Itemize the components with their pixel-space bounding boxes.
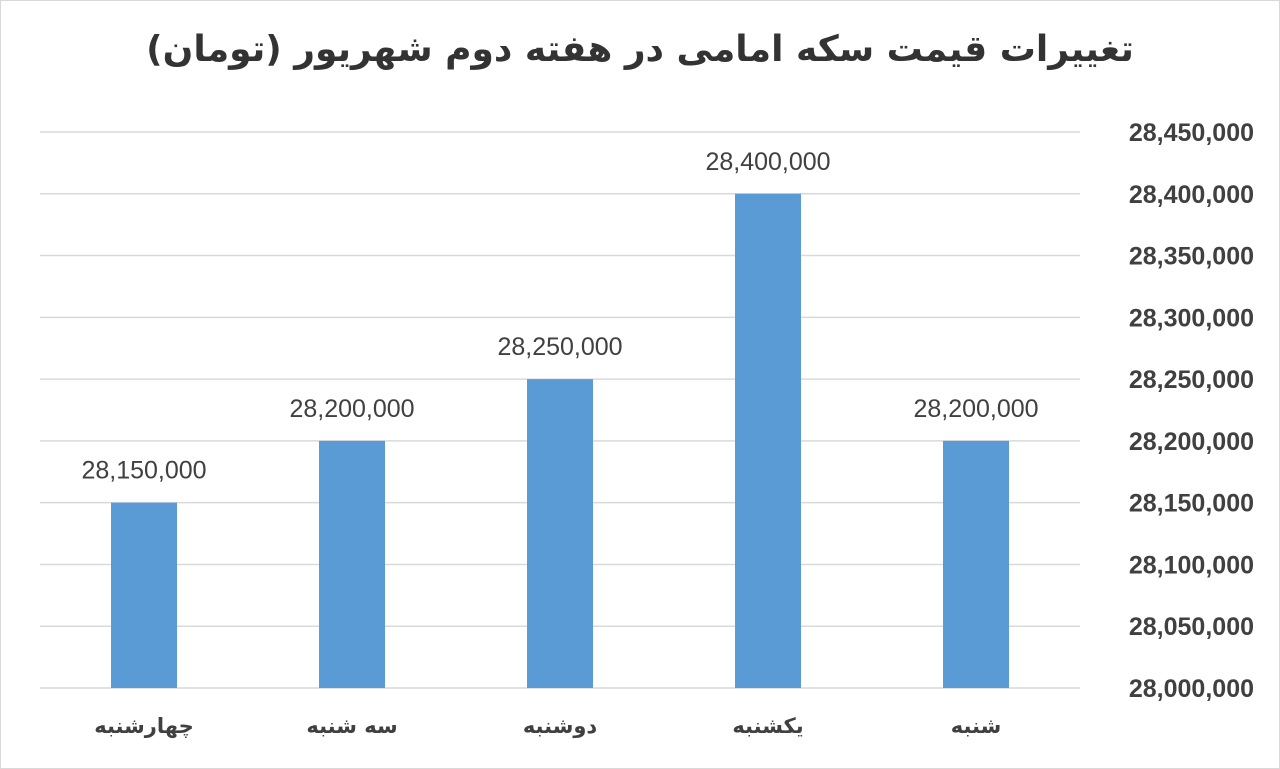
- y-tick-label: 28,050,000: [1129, 613, 1254, 641]
- y-tick-label: 28,250,000: [1129, 366, 1254, 394]
- bar: [943, 440, 1009, 688]
- x-category-label: چهارشنبه: [94, 714, 194, 738]
- y-tick-label: 28,400,000: [1129, 181, 1254, 209]
- data-label: 28,200,000: [913, 395, 1038, 423]
- x-category-label: شنبه: [951, 714, 1002, 738]
- x-category-label: سه شنبه: [306, 714, 397, 738]
- x-category-label: یکشنبه: [732, 714, 803, 738]
- y-axis-ticks: 28,000,000 28,050,000 28,100,000 28,150,000…: [1129, 119, 1254, 703]
- y-tick-label: 28,300,000: [1129, 304, 1254, 332]
- y-tick-label: 28,100,000: [1129, 551, 1254, 579]
- data-label: 28,400,000: [705, 148, 830, 176]
- y-tick-label: 28,150,000: [1129, 490, 1254, 518]
- data-label: 28,250,000: [497, 333, 622, 361]
- y-tick-label: 28,000,000: [1129, 675, 1254, 703]
- data-label: 28,200,000: [289, 395, 414, 423]
- y-tick-label: 28,200,000: [1129, 428, 1254, 456]
- bar: [319, 440, 385, 688]
- x-axis-categories: شنبه یکشنبه دوشنبه سه شنبه چهارشنبه: [94, 714, 1001, 738]
- y-tick-label: 28,450,000: [1129, 119, 1254, 147]
- bar: [735, 193, 801, 688]
- bars: [111, 193, 1009, 688]
- chart-title: تغییرات قیمت سکه امامی در هفته دوم شهریو…: [146, 29, 1134, 70]
- y-tick-label: 28,350,000: [1129, 243, 1254, 271]
- data-labels: 28,200,000 28,400,000 28,250,000 28,200,000…: [81, 148, 1038, 485]
- x-category-label: دوشنبه: [523, 714, 598, 738]
- data-label: 28,150,000: [81, 457, 206, 485]
- bar: [111, 502, 177, 688]
- bar: [527, 379, 593, 688]
